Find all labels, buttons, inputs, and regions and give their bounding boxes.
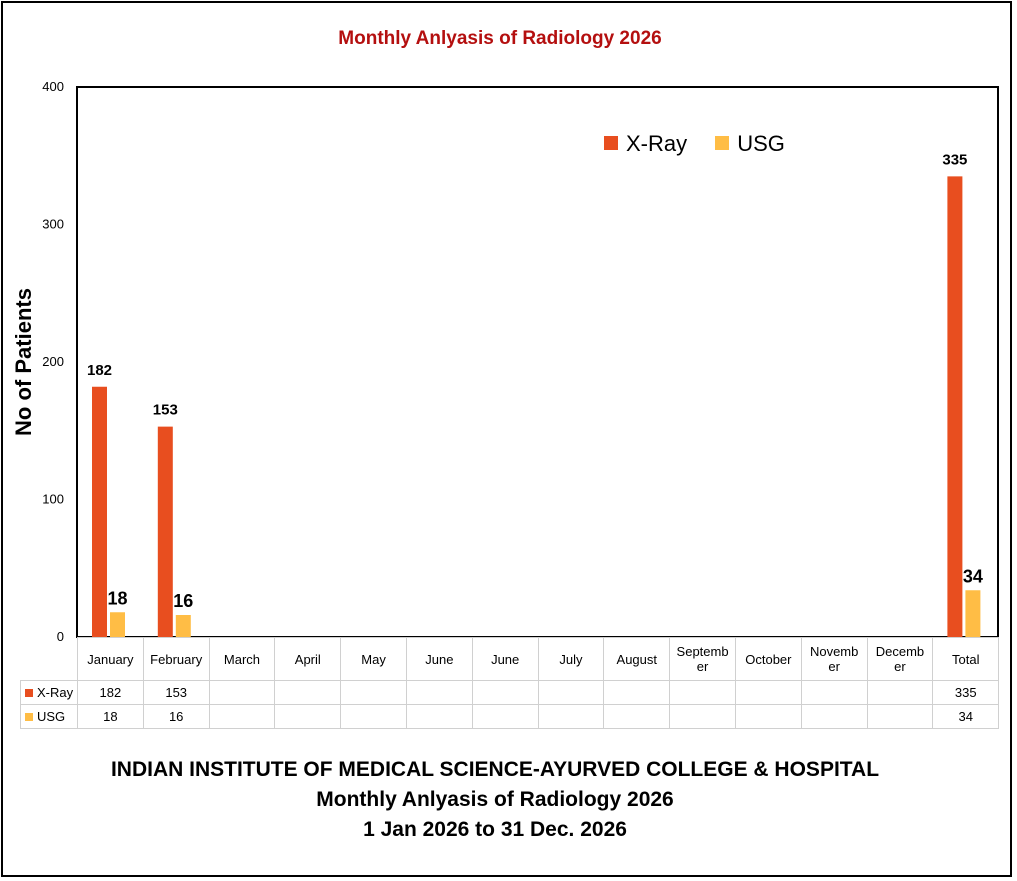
table-cell xyxy=(471,680,539,705)
legend-key-swatch xyxy=(25,713,33,721)
table-cell xyxy=(405,704,473,729)
x-tick-label: April xyxy=(274,637,342,681)
x-tick-label: August xyxy=(603,637,671,681)
table-cell xyxy=(800,704,868,729)
table-cell xyxy=(405,680,473,705)
table-cell xyxy=(866,680,934,705)
bar-usg-total xyxy=(965,590,981,637)
table-row-usg: USG 18 16 34 xyxy=(20,704,1000,729)
x-tick-label: Total xyxy=(932,637,1000,681)
x-tick-label: October xyxy=(734,637,802,681)
data-label-usg-january: 18 xyxy=(107,588,127,608)
chart-title: Monthly Anlyasis of Radiology 2026 xyxy=(338,28,662,49)
legend-item-usg: USG xyxy=(715,131,785,157)
table-cell: 18 xyxy=(77,704,144,729)
table-header-row: January February March April May June June July… xyxy=(20,637,1000,681)
x-tick-label: March xyxy=(208,637,276,681)
table-cell: 153 xyxy=(142,680,210,705)
x-tick-label: February xyxy=(142,637,210,681)
table-cell: 34 xyxy=(932,704,1000,729)
table-cell: 16 xyxy=(142,704,210,729)
table-row-xray: X-Ray 182 153 335 xyxy=(20,680,1000,705)
table-cell xyxy=(669,704,736,729)
data-label-xray-february: 153 xyxy=(153,402,178,419)
table-cell xyxy=(537,704,605,729)
table-cell xyxy=(734,704,802,729)
table-cell xyxy=(208,680,276,705)
bar-xray-february xyxy=(157,426,173,637)
table-series-label: X-Ray xyxy=(20,680,78,705)
plot-area-border xyxy=(76,86,999,638)
x-tick-label: Septemb er xyxy=(669,637,736,681)
data-label-xray-january: 182 xyxy=(87,362,112,379)
table-cell: 182 xyxy=(77,680,144,705)
table-cell xyxy=(669,680,736,705)
footer-report-title: Monthly Anlyasis of Radiology 2026 xyxy=(316,788,674,811)
table-cell xyxy=(340,704,407,729)
data-label-xray-total: 335 xyxy=(942,151,967,168)
table-cell xyxy=(603,680,671,705)
table-cell xyxy=(866,704,934,729)
footer-date-range: 1 Jan 2026 to 31 Dec. 2026 xyxy=(363,818,627,841)
legend-swatch-xray xyxy=(604,136,618,150)
x-tick-label: June xyxy=(405,637,473,681)
data-label-usg-total: 34 xyxy=(963,566,983,586)
footer-institution: INDIAN INSTITUTE OF MEDICAL SCIENCE-AYUR… xyxy=(110,758,880,781)
legend-swatch-usg xyxy=(715,136,730,150)
table-cell xyxy=(734,680,802,705)
footer: INDIAN INSTITUTE OF MEDICAL SCIENCE-AYUR… xyxy=(0,755,990,845)
legend-label-usg: USG xyxy=(737,131,785,156)
bar-xray-january xyxy=(92,386,107,637)
y-tick-label: 400 xyxy=(42,79,64,94)
table-corner-cell xyxy=(20,637,78,681)
table-cell xyxy=(208,704,276,729)
x-tick-label: Decemb er xyxy=(866,637,934,681)
table-cell xyxy=(537,680,605,705)
legend-item-xray: X-Ray xyxy=(604,131,687,157)
data-label-usg-february: 16 xyxy=(173,591,193,611)
y-tick-label: 300 xyxy=(42,217,64,232)
y-tick-label: 200 xyxy=(42,354,64,369)
bar-usg-january xyxy=(110,612,125,637)
y-tick-label: 0 xyxy=(57,629,64,644)
x-tick-label: Novemb er xyxy=(800,637,868,681)
legend-label-xray: X-Ray xyxy=(626,131,688,156)
table-cell xyxy=(340,680,407,705)
table-cell xyxy=(603,704,671,729)
bar-xray-total xyxy=(947,176,963,637)
table-cell xyxy=(274,704,342,729)
x-tick-label: May xyxy=(340,637,407,681)
table-series-label: USG xyxy=(20,704,78,729)
bar-usg-february xyxy=(175,615,191,637)
x-tick-label: June xyxy=(471,637,539,681)
table-cell: 335 xyxy=(932,680,1000,705)
y-tick-label: 100 xyxy=(42,492,64,507)
legend-key-swatch xyxy=(25,689,33,697)
data-table-grid: January February March April May June June July… xyxy=(20,637,1000,729)
x-tick-label: January xyxy=(77,637,144,681)
x-tick-label: July xyxy=(537,637,605,681)
table-cell xyxy=(471,704,539,729)
table-cell xyxy=(274,680,342,705)
data-table: January February March April May June June July… xyxy=(20,637,1000,729)
table-cell xyxy=(800,680,868,705)
legend: X-Ray USG xyxy=(604,131,807,157)
